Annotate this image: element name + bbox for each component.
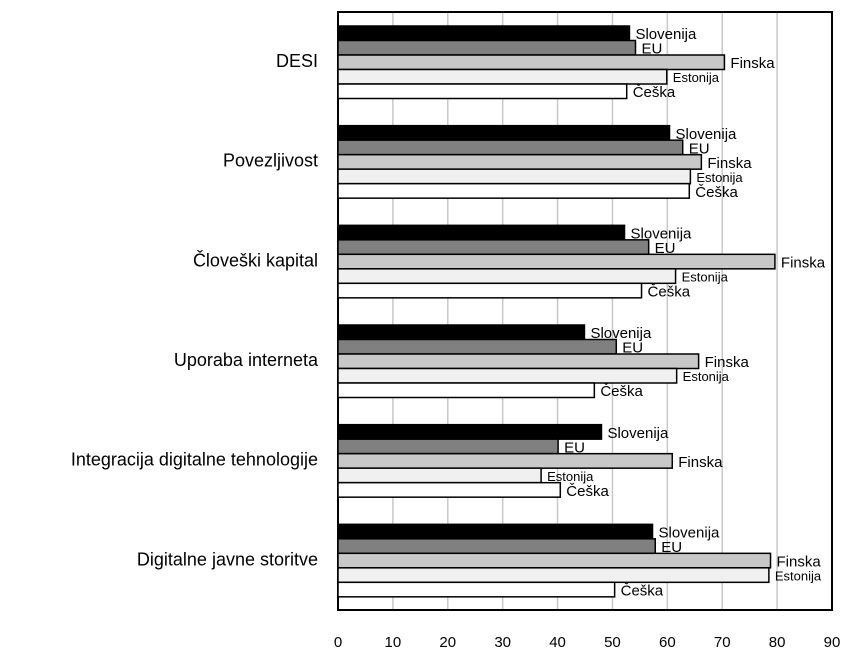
bar — [337, 523, 654, 540]
bar — [337, 168, 692, 185]
bar-label: Estonija — [696, 170, 743, 185]
bar-label: EU — [641, 41, 662, 58]
bar-label: Finska — [678, 454, 723, 471]
bar — [337, 83, 628, 100]
bar-label: Slovenija — [659, 525, 721, 542]
bar-label: Estonija — [682, 270, 729, 285]
category-label: Integracija digitalne tehnologije — [71, 450, 318, 470]
bar-label: Finska — [730, 55, 775, 72]
bar-label: Estonija — [673, 70, 720, 85]
bar — [337, 268, 677, 285]
bar-label: EU — [689, 140, 710, 157]
bar — [337, 438, 559, 455]
bar-label: Češka — [633, 84, 676, 101]
x-tick-label: 60 — [659, 634, 676, 651]
bar — [337, 25, 631, 42]
bar — [337, 54, 726, 71]
bar-label: Finska — [707, 155, 752, 172]
x-tick-label: 20 — [439, 634, 456, 651]
bar — [337, 324, 586, 341]
bar-label: Češka — [566, 483, 609, 500]
x-tick-label: 80 — [769, 634, 786, 651]
bar-label: Slovenija — [676, 126, 738, 143]
category-label: Uporaba interneta — [174, 350, 319, 370]
bar — [337, 452, 674, 469]
category-label: Človeški kapital — [193, 249, 318, 270]
bar — [337, 282, 643, 299]
bar — [337, 224, 626, 241]
bar-label: Češka — [648, 284, 691, 301]
bar-label: Finska — [781, 255, 826, 272]
bar — [337, 239, 650, 256]
bar — [337, 367, 678, 384]
category-label: Digitalne javne storitve — [137, 549, 318, 569]
bar — [337, 139, 684, 156]
bar — [337, 182, 691, 199]
bar-label: Finska — [777, 554, 822, 571]
category-label: Povezljivost — [223, 151, 318, 171]
bar — [337, 552, 772, 569]
bar-label: EU — [564, 439, 585, 456]
bar — [337, 538, 657, 555]
plot-border — [337, 11, 833, 611]
bar-label: Slovenija — [590, 325, 652, 342]
bar-label: Slovenija — [635, 26, 697, 43]
bar — [337, 382, 596, 399]
x-tick-label: 50 — [604, 634, 621, 651]
bar-label: Finska — [705, 354, 750, 371]
bar — [337, 581, 616, 598]
bar-label: Estonija — [683, 369, 730, 384]
x-tick-label: 30 — [494, 634, 511, 651]
category-label: DESI — [276, 51, 318, 71]
bar-label: EU — [622, 340, 643, 357]
bar — [337, 253, 776, 270]
bar — [337, 481, 562, 498]
x-tick-label: 0 — [334, 634, 342, 651]
bar-label: Češka — [695, 184, 738, 201]
x-tick-label: 70 — [714, 634, 731, 651]
bar — [337, 39, 637, 56]
bar — [337, 423, 603, 440]
bar — [337, 567, 770, 584]
bar — [337, 68, 668, 85]
bar-label: EU — [661, 539, 682, 556]
bar — [337, 124, 671, 141]
bar-label: Estonija — [547, 469, 594, 484]
bar — [337, 338, 618, 355]
bar — [337, 153, 703, 170]
bar — [337, 353, 700, 370]
x-tick-label: 40 — [549, 634, 566, 651]
bar-label: Slovenija — [607, 425, 669, 442]
bar-label: Češka — [600, 383, 643, 400]
bar — [337, 467, 542, 484]
bar-label: Češka — [621, 583, 664, 600]
x-tick-label: 90 — [824, 634, 841, 651]
bar-label: Slovenija — [631, 226, 693, 243]
bar-label: EU — [655, 240, 676, 257]
bar-label: Estonija — [775, 569, 822, 584]
x-tick-label: 10 — [385, 634, 402, 651]
